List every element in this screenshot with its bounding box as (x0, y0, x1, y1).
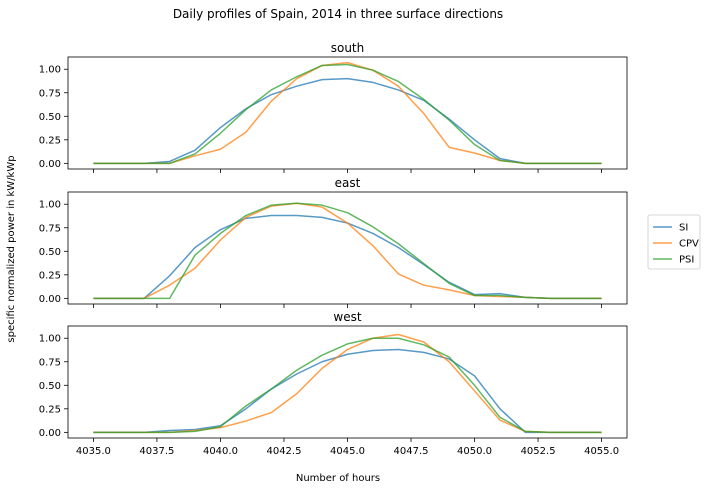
subplot-title: south (331, 41, 365, 55)
y-tick-label: 0.50 (39, 112, 61, 123)
y-tick-label: 0.50 (39, 381, 61, 392)
y-tick-label: 0.25 (39, 270, 61, 281)
x-tick-label: 4045.0 (330, 446, 365, 457)
subplot-west: west 0.00 0.25 0.50 0.75 1.00 4035.0 4037.5 4040… (39, 310, 628, 457)
y-tick-label: 0.25 (39, 404, 61, 415)
series-line-si (93, 348, 602, 434)
y-tick-label: 0.75 (39, 88, 61, 99)
y-tick-label: 0.25 (39, 135, 61, 146)
y-tick-label: 1.00 (39, 200, 61, 211)
x-tick-label: 4037.5 (139, 446, 174, 457)
y-tick-label: 0.00 (39, 294, 61, 305)
y-tick-label: 1.00 (39, 334, 61, 345)
legend-label-si: SI (679, 223, 688, 234)
y-tick-label: 0.75 (39, 357, 61, 368)
axes-frame (67, 191, 628, 305)
subplot-south: south 0.00 0.25 0.50 0.75 1.00 (39, 41, 628, 173)
x-tick-label: 4042.5 (266, 446, 301, 457)
axes-frame (67, 325, 628, 439)
y-tick-label: 0.75 (39, 223, 61, 234)
axes-frame (67, 56, 628, 170)
y-tick-label: 0.50 (39, 247, 61, 258)
x-tick-label: 4035.0 (76, 446, 111, 457)
subplot-title: east (335, 176, 361, 190)
legend-label-psi: PSI (679, 255, 694, 266)
figure-title: Daily profiles of Spain, 2014 in three s… (173, 7, 503, 21)
x-tick-label: 4047.5 (394, 446, 429, 457)
subplot-east: east 0.00 0.25 0.50 0.75 1.00 (39, 176, 628, 308)
subplot-title: west (333, 310, 361, 324)
series-line-psi (93, 202, 602, 300)
series-line-psi (93, 63, 602, 165)
legend: SI CPV PSI (647, 214, 701, 270)
y-tick-label: 0.00 (39, 428, 61, 439)
y-axis-label: specific normalized power in kW/kWp (6, 155, 17, 342)
legend-box (647, 214, 701, 270)
x-axis-label: Number of hours (296, 473, 380, 484)
x-tick-label: 4050.0 (457, 446, 492, 457)
x-tick-label: 4040.0 (203, 446, 238, 457)
x-tick-label: 4055.0 (584, 446, 619, 457)
x-tick-label: 4052.5 (521, 446, 556, 457)
y-tick-label: 0.00 (39, 159, 61, 170)
subplots: south 0.00 0.25 0.50 0.75 1.00 east 0.00 0.25 0.5… (39, 41, 628, 457)
series-line-psi (93, 337, 602, 434)
legend-label-cpv: CPV (679, 239, 699, 250)
y-tick-label: 1.00 (39, 65, 61, 76)
